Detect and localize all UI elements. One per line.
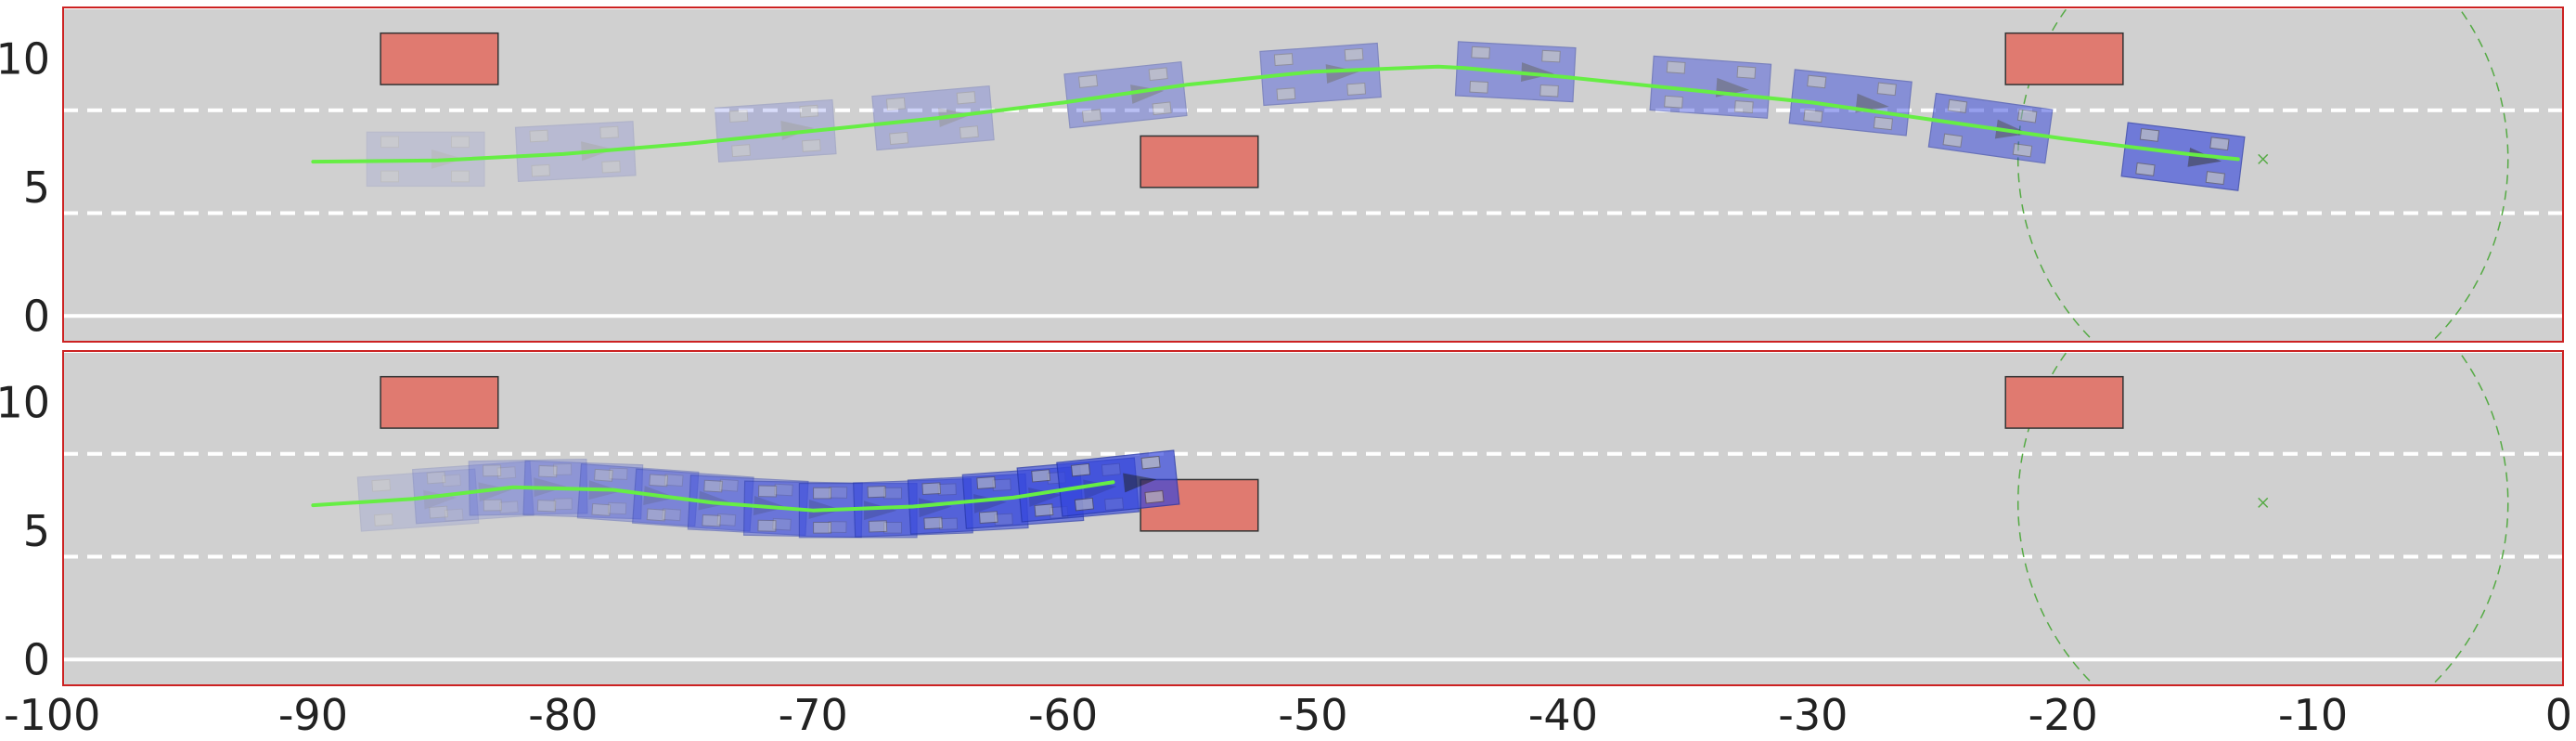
panel-frame — [62, 6, 2564, 343]
vehicle — [1788, 69, 1913, 136]
trajectory-path — [311, 64, 2240, 164]
x-tick-label: -10 — [2278, 690, 2348, 740]
x-tick-label: -70 — [779, 690, 848, 740]
obstacle — [1140, 135, 1259, 188]
plot-area — [63, 7, 2563, 342]
x-axis: -100 -90 -80 -70 -60 -50 -40 -30 -20 -10 0 — [4, 690, 2572, 740]
goal-marker — [2258, 497, 2269, 508]
x-tick-label: -30 — [1778, 690, 1848, 740]
trajectory-path — [311, 480, 1115, 513]
y-tick-label: 10 — [0, 377, 50, 427]
x-tick-label: -40 — [1528, 690, 1598, 740]
vehicle — [1259, 42, 1382, 107]
vehicle — [1056, 449, 1180, 517]
obstacle — [2004, 375, 2124, 429]
x-tick-label: -60 — [1028, 690, 1098, 740]
obstacle — [380, 375, 499, 429]
x-tick-label: -100 — [4, 690, 100, 740]
vehicle — [576, 463, 700, 527]
x-tick-label: -50 — [1278, 690, 1347, 740]
goal-region — [2017, 351, 2509, 685]
x-tick-label: -20 — [2029, 690, 2098, 740]
plot-area — [63, 351, 2563, 685]
panel-top: 0 5 10 — [0, 6, 2564, 343]
goal-marker — [2258, 153, 2269, 164]
panel-bottom: 0 5 10 — [0, 350, 2564, 686]
y-tick-label: 0 — [23, 634, 50, 684]
panel-frame — [62, 350, 2564, 686]
y-tick-label: 0 — [23, 291, 50, 341]
obstacle — [380, 32, 499, 85]
x-tick-label: 0 — [2545, 690, 2572, 740]
y-tick-label: 10 — [0, 33, 50, 84]
x-tick-label: -90 — [278, 690, 348, 740]
obstacle — [2004, 32, 2124, 85]
vehicle — [1649, 55, 1772, 119]
y-tick-label: 5 — [23, 162, 50, 213]
vehicle — [714, 98, 837, 162]
x-tick-label: -80 — [528, 690, 598, 740]
y-tick-label: 5 — [23, 506, 50, 556]
